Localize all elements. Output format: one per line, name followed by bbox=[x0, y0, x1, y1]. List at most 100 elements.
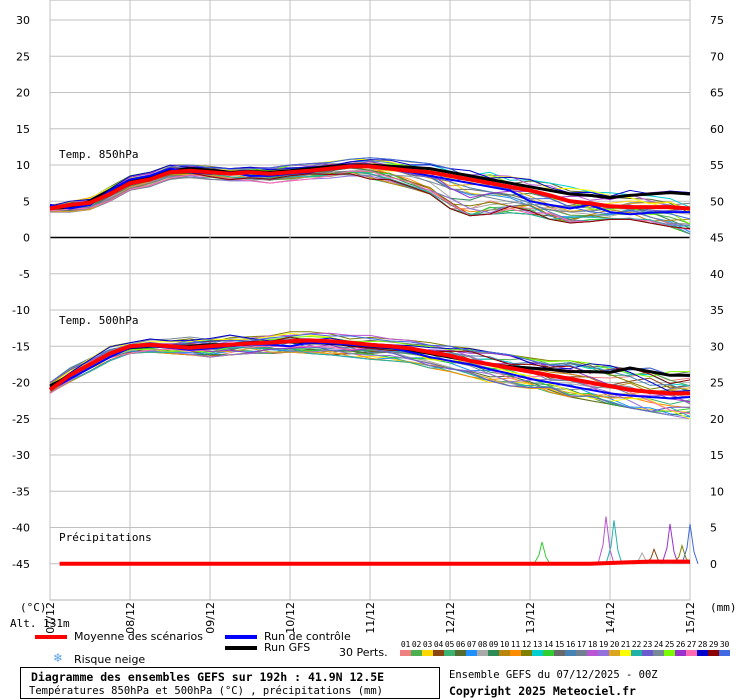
copyright: Copyright 2025 Meteociel.fr bbox=[449, 684, 636, 698]
precip-member-spike bbox=[605, 520, 623, 564]
perturbation-color-swatch bbox=[598, 650, 609, 656]
perturbation-color-swatch bbox=[620, 650, 631, 656]
x-tick-label: 11/12 bbox=[364, 602, 377, 634]
x-tick-label: 15/12 bbox=[684, 602, 697, 634]
precip-member-spike bbox=[597, 516, 615, 564]
right-tick-label: 40 bbox=[710, 268, 724, 281]
perturbation-label: 08 bbox=[477, 640, 488, 649]
precip-member-spike bbox=[533, 541, 551, 565]
perturbation-label: 02 bbox=[411, 640, 422, 649]
perturbation-color-swatch bbox=[675, 650, 686, 656]
perturbation-color-swatch bbox=[499, 650, 510, 656]
perturbation-label: 22 bbox=[631, 640, 642, 649]
right-tick-label: 30 bbox=[710, 340, 724, 353]
right-tick-label: 45 bbox=[710, 232, 724, 245]
left-tick-label: -40 bbox=[12, 522, 30, 535]
right-tick-label: 70 bbox=[710, 50, 724, 63]
perturbation-color-swatch bbox=[532, 650, 543, 656]
chart-subtitle: Températures 850hPa et 500hPa (°C) , pré… bbox=[29, 685, 384, 697]
left-tick-label: 20 bbox=[16, 87, 30, 100]
left-tick-label: -10 bbox=[12, 304, 30, 317]
title-box: Diagramme des ensembles GEFS sur 192h : … bbox=[20, 667, 440, 699]
left-tick-label: -25 bbox=[12, 413, 30, 426]
ensemble-member-line bbox=[49, 170, 691, 230]
left-tick-label: 0 bbox=[23, 232, 30, 245]
perturbation-color-swatch bbox=[400, 650, 411, 656]
perturbation-color-swatch bbox=[422, 650, 433, 656]
perturbation-color-swatch bbox=[719, 650, 730, 656]
legend-snow-label: Risque neige bbox=[74, 653, 146, 666]
perturbation-color-swatch bbox=[477, 650, 488, 656]
perturbation-color-swatch bbox=[609, 650, 620, 656]
perturbation-label: 19 bbox=[598, 640, 609, 649]
perturbation-label: 13 bbox=[532, 640, 543, 649]
perturbation-color-swatch bbox=[466, 650, 477, 656]
perturbation-colors bbox=[400, 650, 730, 656]
perturbation-label: 12 bbox=[521, 640, 532, 649]
perturbation-label: 07 bbox=[466, 640, 477, 649]
right-tick-label: 20 bbox=[710, 413, 724, 426]
right-tick-label: 50 bbox=[710, 195, 724, 208]
ensemble-member-line bbox=[49, 343, 691, 412]
perturbation-label: 25 bbox=[664, 640, 675, 649]
right-tick-label: 65 bbox=[710, 87, 724, 100]
left-tick-label: 5 bbox=[23, 195, 30, 208]
perturbation-color-swatch bbox=[664, 650, 675, 656]
perturbation-color-swatch bbox=[565, 650, 576, 656]
perturbation-labels: 01 02 03 04 05 06 07 08 09 10 11 12 13 14 15 16 17 18 19 20… bbox=[400, 640, 730, 649]
left-tick-label: 25 bbox=[16, 50, 30, 63]
right-tick-label: 55 bbox=[710, 159, 724, 172]
right-tick-label: 10 bbox=[710, 485, 724, 498]
perturbation-label: 06 bbox=[455, 640, 466, 649]
perturbation-label: 24 bbox=[653, 640, 664, 649]
ensemble-spread-lines bbox=[49, 157, 699, 565]
legend-gfs-swatch bbox=[225, 646, 257, 650]
perturbation-label: 09 bbox=[488, 640, 499, 649]
chart-series bbox=[48, 163, 691, 566]
perturbation-label: 16 bbox=[565, 640, 576, 649]
left-tick-label: -5 bbox=[19, 268, 30, 281]
chart-grid bbox=[49, 0, 691, 601]
x-tick-label: 12/12 bbox=[444, 602, 457, 634]
perturbation-color-swatch bbox=[488, 650, 499, 656]
perturbation-color-swatch bbox=[543, 650, 554, 656]
perturbation-color-swatch bbox=[653, 650, 664, 656]
precip-member-spike bbox=[681, 523, 699, 564]
left-tick-label: -30 bbox=[12, 449, 30, 462]
precip-label: Précipitations bbox=[59, 531, 152, 544]
perturbation-color-swatch bbox=[697, 650, 708, 656]
legend-control-swatch bbox=[225, 635, 257, 639]
left-tick-label: -20 bbox=[12, 377, 30, 390]
perturbation-label: 01 bbox=[400, 640, 411, 649]
precip-member-spike bbox=[661, 523, 679, 564]
perturbation-label: 03 bbox=[422, 640, 433, 649]
chart-title: Diagramme des ensembles GEFS sur 192h : … bbox=[31, 670, 385, 684]
snow-icon: ❄ bbox=[53, 651, 64, 665]
left-tick-label: -35 bbox=[12, 485, 30, 498]
perturbation-color-swatch bbox=[411, 650, 422, 656]
perturbation-label: 17 bbox=[576, 640, 587, 649]
perturbation-label: 21 bbox=[620, 640, 631, 649]
perturbation-color-swatch bbox=[587, 650, 598, 656]
perturbation-color-swatch bbox=[576, 650, 587, 656]
perturbation-color-swatch bbox=[686, 650, 697, 656]
perturbation-label: 26 bbox=[675, 640, 686, 649]
right-tick-label: 35 bbox=[710, 304, 724, 317]
right-tick-label: 5 bbox=[710, 522, 717, 535]
left-tick-label: 30 bbox=[16, 14, 30, 27]
left-tick-label: -15 bbox=[12, 340, 30, 353]
right-tick-label: 75 bbox=[710, 14, 724, 27]
legend-mean-label: Moyenne des scénarios bbox=[74, 630, 203, 643]
x-tick-label: 09/12 bbox=[204, 602, 217, 634]
right-tick-label: 25 bbox=[710, 377, 724, 390]
x-tick-label: 10/12 bbox=[284, 602, 297, 634]
perturbation-label: 27 bbox=[686, 640, 697, 649]
right-tick-label: 0 bbox=[710, 558, 717, 571]
x-tick-label: 14/12 bbox=[604, 602, 617, 634]
perturbation-color-swatch bbox=[708, 650, 719, 656]
right-tick-label: 15 bbox=[710, 449, 724, 462]
perturbation-label: 30 bbox=[719, 640, 730, 649]
left-tick-label: 15 bbox=[16, 123, 30, 136]
x-tick-label: 07/12 bbox=[44, 602, 57, 634]
